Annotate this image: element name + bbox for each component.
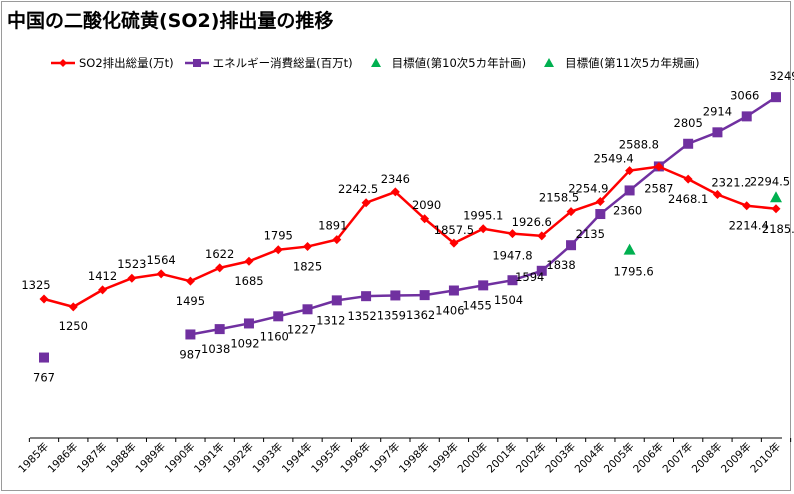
legend-swatch bbox=[370, 58, 381, 67]
legend-label: 目標値(第11次5カ年規画) bbox=[565, 56, 700, 70]
legend: SO2排出総量(万t) エネルギー消費総量(百万t) 目標値(第10次5カ年計画) 目… bbox=[50, 54, 710, 72]
legend-label: 目標値(第10次5カ年計画) bbox=[391, 56, 527, 70]
legend-swatch bbox=[51, 59, 75, 67]
legend-item: 目標値(第10次5カ年計画) bbox=[363, 55, 526, 71]
legend-swatch bbox=[544, 58, 555, 67]
legend-label: SO2排出総量(万t) bbox=[79, 56, 174, 70]
legend-item: 目標値(第11次5カ年規画) bbox=[536, 55, 700, 71]
chart-title: 中国の二酸化硫黄(SO2)排出量の推移 bbox=[7, 10, 334, 32]
legend-swatch bbox=[184, 59, 209, 67]
legend-item: SO2排出総量(万t) bbox=[50, 55, 174, 71]
legend-item: エネルギー消費総量(百万t) bbox=[184, 55, 353, 71]
legend-label: エネルギー消費総量(百万t) bbox=[212, 56, 353, 70]
